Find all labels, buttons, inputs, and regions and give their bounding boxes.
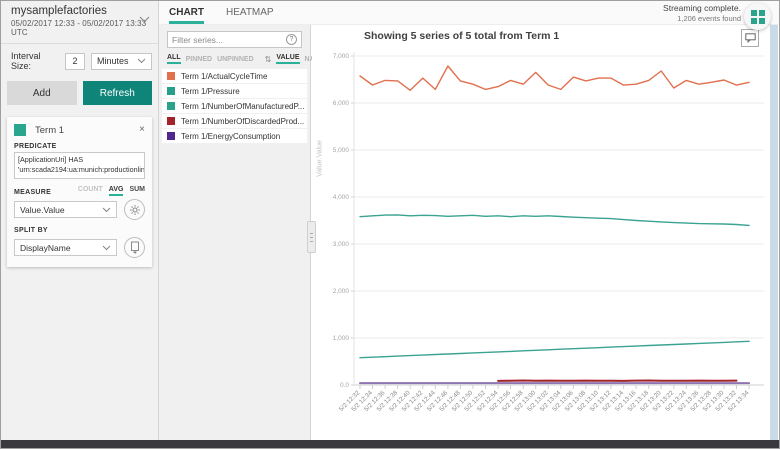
series-label: Term 1/ActualCycleTime <box>181 71 268 81</box>
panel-splitter[interactable] <box>307 221 316 253</box>
y-tick-label: 4,000 <box>333 194 350 201</box>
chevron-down-icon <box>137 58 146 64</box>
series-color-chip <box>167 132 175 140</box>
sort-icon[interactable]: ⇅ <box>264 54 272 64</box>
gear-icon <box>129 204 140 215</box>
series-label: Term 1/NumberOfManufacturedP... <box>181 101 305 111</box>
line-chart[interactable]: 0.01,0002,0003,0004,0005,0006,0007,0005/… <box>312 25 771 442</box>
split-by-select[interactable]: DisplayName <box>14 239 117 256</box>
filter-pinned[interactable]: PINNED <box>185 55 213 63</box>
add-button[interactable]: Add <box>7 81 77 105</box>
chart-line-1 <box>359 214 750 227</box>
series-filter-tabs: ALL PINNED UNPINNED ⇅ VALUE NAME <box>167 54 325 64</box>
help-icon[interactable]: ? <box>286 34 297 45</box>
date-range: 05/02/2017 12:33 - 05/02/2017 13:33 UTC <box>11 19 147 37</box>
filter-series-box: ? <box>167 31 302 48</box>
environment-header[interactable]: mysamplefactories 05/02/2017 12:33 - 05/… <box>1 1 158 44</box>
y-tick-label: 0.0 <box>340 382 349 389</box>
view-tabs: CHART HEATMAP <box>159 7 274 24</box>
measure-select-value: Value.Value <box>20 204 65 215</box>
streaming-status: Streaming complete. 1,206 events found <box>663 1 779 24</box>
tab-chart[interactable]: CHART <box>169 7 204 24</box>
term-title: Term 1 <box>35 124 65 136</box>
y-tick-label: 6,000 <box>333 100 350 107</box>
interval-size-label: Interval Size: <box>11 51 41 71</box>
y-axis-label: Value.Value <box>316 140 324 177</box>
measure-options: COUNT AVG SUM <box>78 186 145 196</box>
y-tick-label: 1,000 <box>333 335 350 342</box>
chevron-down-icon <box>102 245 111 250</box>
term-color-chip <box>14 124 26 136</box>
filter-unpinned[interactable]: UNPINNED <box>217 55 254 63</box>
series-row[interactable]: Term 1/NumberOfManufacturedP... <box>162 99 307 113</box>
apps-button[interactable] <box>744 3 771 30</box>
interval-unit-select[interactable]: Minutes <box>91 52 152 70</box>
split-select-row: DisplayName <box>14 237 145 258</box>
interval-unit-value: Minutes <box>97 56 129 66</box>
refresh-button[interactable]: Refresh <box>82 81 152 105</box>
vertical-scrollbar[interactable] <box>770 25 778 442</box>
measure-avg-option[interactable]: AVG <box>108 186 124 196</box>
term-card: Term 1 × PREDICATE [ApplicationUri] HAS … <box>7 117 152 267</box>
term-settings-button[interactable] <box>124 199 145 220</box>
tab-heatmap[interactable]: HEATMAP <box>226 7 274 18</box>
predicate-line1: [ApplicationUri] HAS <box>18 155 84 164</box>
chart-line-0 <box>359 65 750 91</box>
split-by-label: SPLIT BY <box>14 227 48 234</box>
query-panel: mysamplefactories 05/02/2017 12:33 - 05/… <box>1 1 159 442</box>
series-color-chip <box>167 102 175 110</box>
term-header: Term 1 × <box>14 124 145 136</box>
chart-title: Showing 5 series of 5 total from Term 1 <box>364 30 560 42</box>
series-color-chip <box>167 72 175 80</box>
measure-label: MEASURE <box>14 189 52 196</box>
y-tick-label: 2,000 <box>333 288 350 295</box>
copy-page-icon <box>130 241 139 254</box>
measure-select-row: Value.Value <box>14 199 145 220</box>
split-by-value: DisplayName <box>20 242 71 253</box>
grid-icon <box>750 9 765 24</box>
series-color-chip <box>167 117 175 125</box>
series-row[interactable]: Term 1/ActualCycleTime <box>162 69 307 83</box>
chart-line-2 <box>359 340 750 359</box>
sort-by-value[interactable]: VALUE <box>276 54 300 64</box>
filter-series-input[interactable] <box>172 34 286 45</box>
environment-name: mysamplefactories <box>11 5 107 17</box>
window-bottom-bar <box>1 440 779 448</box>
predicate-line2: 'urn:scada2194:ua:munich:productionline0 <box>18 165 145 175</box>
query-actions: Add Refresh <box>1 71 158 105</box>
series-row[interactable]: Term 1/EnergyConsumption <box>162 129 307 143</box>
term-clone-button[interactable] <box>124 237 145 258</box>
measure-row: MEASURE COUNT AVG SUM <box>14 186 145 196</box>
predicate-input[interactable]: [ApplicationUri] HAS 'urn:scada2194:ua:m… <box>14 152 145 179</box>
series-color-chip <box>167 87 175 95</box>
series-label: Term 1/NumberOfDiscardedProd... <box>181 116 305 126</box>
measure-sum-option[interactable]: SUM <box>129 186 145 193</box>
series-label: Term 1/Pressure <box>181 86 240 96</box>
predicate-label: PREDICATE <box>14 143 57 150</box>
series-panel: ? ALL PINNED UNPINNED ⇅ VALUE NAME Term … <box>159 25 325 442</box>
streaming-status-text: Streaming complete. <box>663 3 741 13</box>
y-tick-label: 5,000 <box>333 147 350 154</box>
series-label: Term 1/EnergyConsumption <box>181 131 281 141</box>
series-row[interactable]: Term 1/Pressure <box>162 84 307 98</box>
measure-count-option[interactable]: COUNT <box>77 186 103 193</box>
main-header: CHART HEATMAP Streaming complete. 1,206 … <box>159 1 779 25</box>
chart-pane: Showing 5 series of 5 total from Term 1 … <box>312 25 771 442</box>
interval-row: Interval Size: Minutes <box>1 44 158 71</box>
series-row[interactable]: Term 1/NumberOfDiscardedProd... <box>162 114 307 128</box>
y-tick-label: 7,000 <box>333 53 350 60</box>
chevron-down-icon <box>102 207 111 212</box>
speech-bubble-icon <box>744 33 756 43</box>
filter-all[interactable]: ALL <box>167 54 181 64</box>
y-tick-label: 3,000 <box>333 241 350 248</box>
series-list: Term 1/ActualCycleTime Term 1/Pressure Ter… <box>162 69 307 143</box>
chevron-down-icon[interactable] <box>139 10 150 28</box>
close-icon[interactable]: × <box>139 124 145 135</box>
interval-size-input[interactable] <box>65 52 86 70</box>
events-found-count: 1,206 events found <box>677 13 741 23</box>
comment-button[interactable] <box>741 29 759 47</box>
measure-select[interactable]: Value.Value <box>14 201 117 218</box>
